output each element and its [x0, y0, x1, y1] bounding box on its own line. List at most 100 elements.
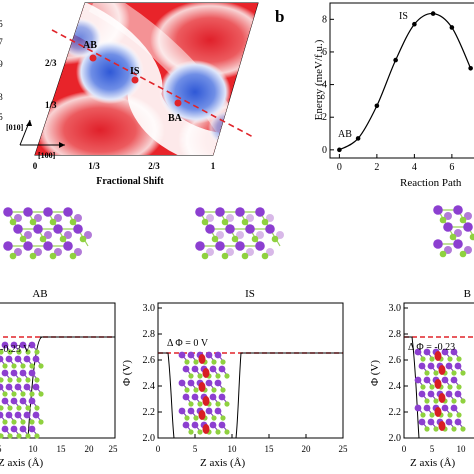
- chalcogen-atom: [188, 373, 194, 379]
- direction-010-label: [010]: [6, 123, 24, 132]
- chalcogen-atom: [271, 235, 279, 243]
- direction-100-label: [100]: [38, 151, 56, 160]
- panel-b-label: b: [275, 7, 284, 26]
- metal-atom-lower: [256, 231, 264, 239]
- chalcogen-atom: [420, 356, 426, 362]
- metal-atom: [43, 241, 53, 251]
- chalcogen-atom: [220, 359, 226, 365]
- metal-atom-lower: [246, 214, 254, 222]
- chalcogen-atom: [29, 252, 37, 260]
- metal-atom: [427, 390, 435, 398]
- point-ab-label: AB: [83, 40, 97, 51]
- chalcogen-atom: [49, 218, 57, 226]
- chalcogen-atom: [16, 349, 22, 355]
- chalcogen-atom: [184, 415, 190, 421]
- chalcogen-atom: [0, 405, 4, 411]
- plot-right-tick-5: 5: [430, 444, 435, 454]
- metal-atom: [14, 383, 22, 391]
- metal-atom-lower: [236, 231, 244, 239]
- metal-atom: [450, 376, 458, 384]
- metal-atom: [209, 393, 217, 401]
- profile-point: [355, 136, 361, 141]
- chalcogen-atom: [451, 426, 457, 432]
- chalcogen-atom: [38, 419, 44, 425]
- metal-atom: [191, 393, 199, 401]
- metal-atom: [53, 224, 63, 234]
- chalcogen-atom: [34, 349, 40, 355]
- chalcogen-atom: [251, 235, 259, 243]
- profile-point: [430, 11, 436, 16]
- left-tick-4: .3: [0, 92, 3, 102]
- chalcogen-atom: [439, 250, 447, 258]
- metal-atom: [205, 351, 213, 359]
- metal-atom: [178, 351, 186, 359]
- metal-atom: [445, 418, 453, 426]
- energy-profile-chart: b 0 2 4 6 8 0 2 4 6 AB IS Energy (meV/f.u.) Reac…: [275, 2, 474, 189]
- left-tick-5: .5: [0, 112, 3, 122]
- metal-atom: [0, 383, 4, 391]
- pot-ytick-label: 3.0: [389, 303, 402, 314]
- profile-point: [468, 65, 473, 71]
- chalcogen-atom: [231, 235, 239, 243]
- potential-plot-is: IS 3.0 2.8 2.6 2.4 2.2 2.0 Δ Φ = 0 V Φ (V) 0 5…: [121, 288, 348, 469]
- metal-atom: [423, 376, 431, 384]
- profile-point: [393, 57, 398, 63]
- metal-atom: [23, 207, 33, 217]
- metal-atom: [441, 404, 449, 412]
- plot-is-title: IS: [245, 288, 255, 300]
- charge-density: [438, 365, 446, 375]
- plot-right-title-fragment: B: [464, 288, 471, 300]
- metal-atom: [265, 224, 275, 234]
- metal-atom: [10, 425, 18, 433]
- chalcogen-atom: [439, 216, 447, 224]
- chalcogen-atom: [211, 235, 219, 243]
- charge-density: [434, 351, 442, 361]
- x-tick-2-3: 2/3: [148, 161, 160, 171]
- metal-atom: [14, 411, 22, 419]
- charge-density: [202, 368, 210, 378]
- chalcogen-atom: [184, 387, 190, 393]
- charge-density: [438, 393, 446, 403]
- chalcogen-atom: [429, 356, 435, 362]
- metal-atom: [433, 239, 443, 249]
- plot-ab-tick-25: 25: [109, 444, 119, 454]
- chalcogen-atom: [424, 398, 430, 404]
- metal-atom: [441, 348, 449, 356]
- metal-atom: [414, 404, 422, 412]
- y-tick-2-3: 2/3: [45, 58, 57, 68]
- plot-ab-delta: -0.23 V: [0, 344, 31, 355]
- plot-is-xlabel: Z axis (Å): [200, 457, 246, 469]
- metal-atom: [418, 362, 426, 370]
- metal-atom-lower: [74, 248, 82, 256]
- metal-atom: [454, 418, 462, 426]
- metal-atom-lower: [74, 214, 82, 222]
- chalcogen-atom: [69, 218, 77, 226]
- plot-right-delta: Δ Φ = -0.23: [408, 342, 455, 353]
- chalcogen-atom: [7, 405, 13, 411]
- metal-atom-lower: [454, 229, 462, 237]
- profile-ytick-label: 4: [322, 80, 327, 91]
- profile-xtick-label: 2: [374, 162, 379, 173]
- chalcogen-atom: [79, 235, 87, 243]
- chalcogen-atom: [224, 373, 230, 379]
- metal-atom: [5, 383, 13, 391]
- chalcogen-atom: [460, 370, 466, 376]
- metal-atom: [214, 407, 222, 415]
- metal-atom: [5, 411, 13, 419]
- metal-atom-lower: [246, 248, 254, 256]
- chalcogen-atom: [7, 349, 13, 355]
- metal-atom: [205, 224, 215, 234]
- pot-ytick-label: 2.6: [143, 355, 156, 366]
- metal-atom: [182, 393, 190, 401]
- chalcogen-atom: [188, 429, 194, 435]
- metal-atom: [1, 397, 9, 405]
- chalcogen-atom: [460, 398, 466, 404]
- metal-atom-lower: [276, 231, 284, 239]
- plot-is-ylabel: Φ (V): [121, 360, 133, 386]
- profile-ytick-label: 6: [322, 47, 327, 58]
- chalcogen-atom: [433, 426, 439, 432]
- x-tick-0: 0: [33, 161, 38, 171]
- metal-atom-lower: [464, 212, 472, 220]
- metal-atom-lower: [84, 231, 92, 239]
- pot-ytick-label: 2.2: [389, 407, 402, 418]
